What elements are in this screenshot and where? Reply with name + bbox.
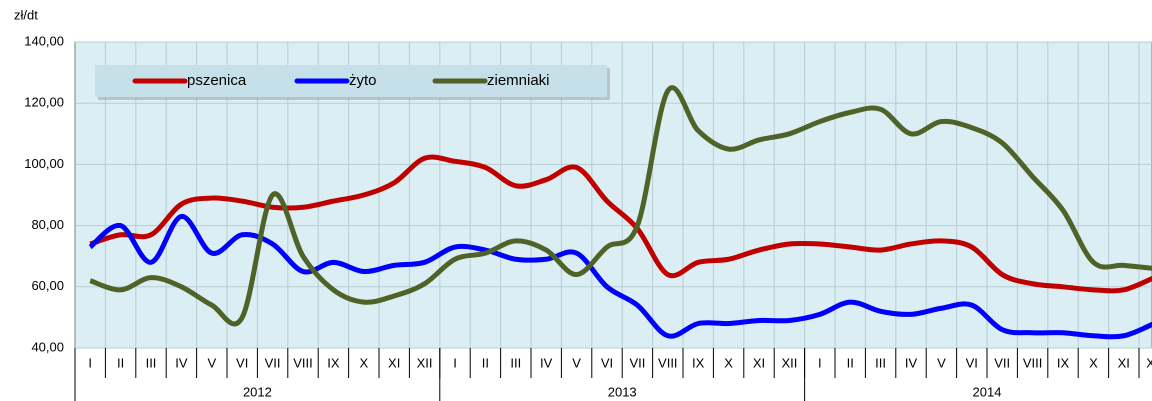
x-tick-label: V [207, 355, 216, 370]
x-tick-label: VIII [293, 355, 313, 370]
x-tick-label: I [88, 355, 92, 370]
x-tick-label: VI [601, 355, 613, 370]
x-tick-label: VII [994, 355, 1010, 370]
x-tick-label: X [359, 355, 368, 370]
series-line [88, 213, 1152, 340]
x-tick-label: X [1089, 355, 1098, 370]
legend: pszenica żyto ziemniaki [95, 65, 610, 100]
x-tick-label: V [937, 355, 946, 370]
x-tick-label: V [572, 355, 581, 370]
x-tick-label: I [453, 355, 457, 370]
x-tick-label: VIII [1023, 355, 1043, 370]
x-tick-label: X [724, 355, 733, 370]
x-tick-label: IV [905, 355, 918, 370]
x-tick-label: IX [1057, 355, 1070, 370]
x-tick-label: IV [540, 355, 553, 370]
x-tick-label: XII [417, 355, 433, 370]
series-line [89, 85, 1152, 327]
x-tick-label: IX [327, 355, 340, 370]
y-tick-label: 60,00 [31, 278, 64, 293]
x-tick-label: XI [388, 355, 400, 370]
x-tick-label: I [818, 355, 822, 370]
x-tick-label: IV [175, 355, 188, 370]
x-tick-label: VII [629, 355, 645, 370]
x-tick-label: XII [781, 355, 797, 370]
y-tick-label: 40,00 [31, 339, 64, 354]
x-tick-label: VIII [658, 355, 678, 370]
y-tick-label: 140,00 [24, 33, 64, 48]
x-tick-label: II [847, 355, 854, 370]
y-tick-label: 80,00 [31, 217, 64, 232]
y-tick-label: 100,00 [24, 156, 64, 171]
x-tick-label: XII [1146, 355, 1152, 370]
x-tick-label: VII [265, 355, 281, 370]
legend-label: ziemniaki [487, 72, 550, 89]
x-tick-label: II [482, 355, 489, 370]
legend-label: żyto [349, 72, 377, 89]
year-label: 2014 [973, 384, 1002, 399]
x-tick-label: VI [966, 355, 978, 370]
x-tick-label: III [875, 355, 886, 370]
x-tick-label: XI [753, 355, 765, 370]
x-tick-label: II [117, 355, 124, 370]
x-tick-label: III [510, 355, 521, 370]
y-tick-label: 120,00 [24, 95, 64, 110]
legend-label: pszenica [187, 72, 247, 89]
x-tick-label: III [146, 355, 157, 370]
x-tick-label: XI [1118, 355, 1130, 370]
y-unit: zł/dt [14, 7, 38, 22]
year-label: 2012 [243, 384, 272, 399]
x-tick-label: IX [692, 355, 705, 370]
x-tick-label: VI [236, 355, 248, 370]
year-label: 2013 [608, 384, 637, 399]
